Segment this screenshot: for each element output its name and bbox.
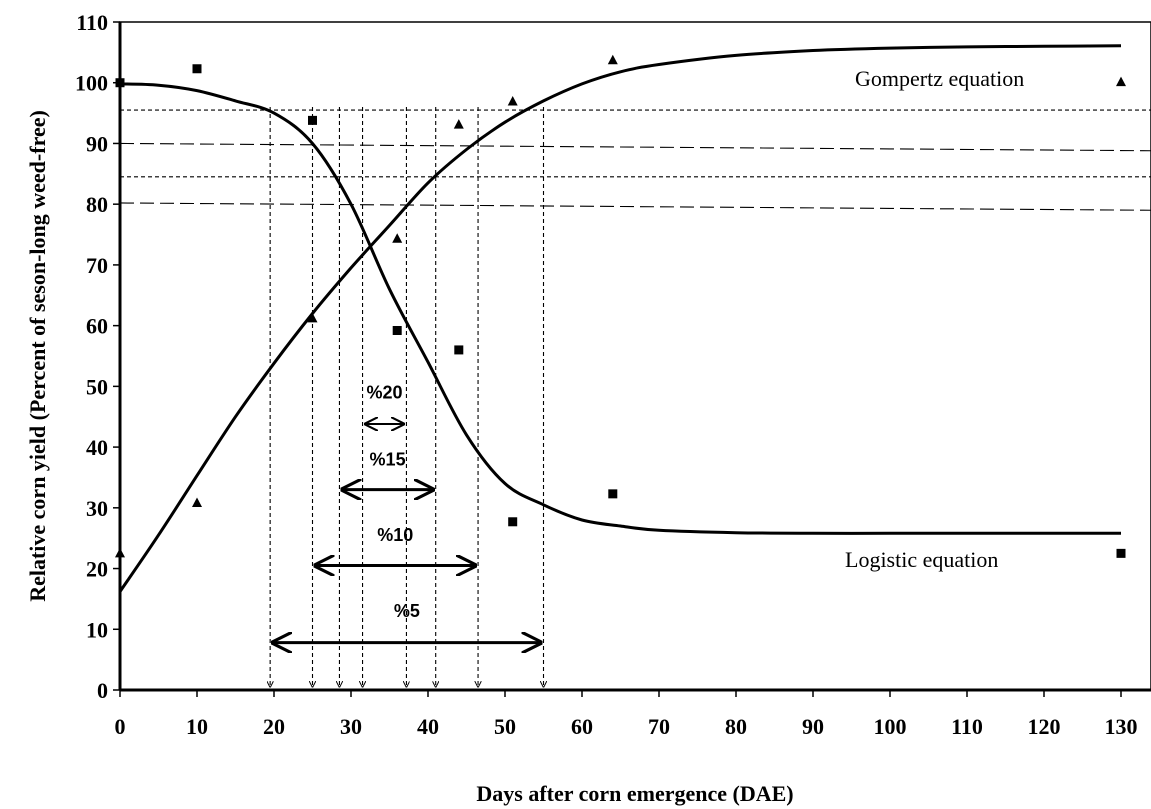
critical-period-label-0: %20 [366,383,402,403]
y-tick-label-10: 100 [75,71,108,96]
gompertz-curve [118,44,1122,593]
gompertz-point-2 [307,312,318,323]
logistic-point-1 [192,64,202,74]
critical-period-label-3: %5 [394,601,420,621]
logistic-curve [119,82,1121,535]
y-tick-label-11: 110 [76,10,108,35]
y-ticks: 0 10 20 30 40 50 60 70 80 90 100 110 [75,10,120,703]
gompertz-point-1 [192,497,202,507]
reference-lines [119,109,1151,211]
logistic-point-6 [608,489,618,499]
gompertz-point-3 [392,233,403,243]
data-points [115,54,1126,558]
logistic-point-4 [454,345,464,355]
y-tick-label-0: 0 [97,678,108,703]
logistic-point-7 [1116,548,1126,558]
x-tick-label-3: 30 [340,714,362,739]
x-tick-label-5: 50 [494,714,516,739]
gompertz-point-6 [607,54,618,65]
y-tick-label-8: 80 [86,192,108,217]
x-tick-label-2: 20 [263,714,285,739]
reference-line-2 [119,142,1151,152]
y-tick-label-2: 20 [86,557,108,582]
y-tick-label-9: 90 [86,131,108,156]
critical-period-label-1: %15 [370,449,406,469]
logistic-series-label: Logistic equation [845,547,998,572]
x-ticks: 0 10 20 30 40 50 60 70 80 90 100 110 120 130 [115,690,1138,739]
gompertz-point-4 [453,119,464,129]
y-tick-label-3: 30 [86,496,108,521]
y-tick-label-5: 50 [86,374,108,399]
critical-period-label-2: %10 [377,525,413,545]
y-tick-label-4: 40 [86,435,108,460]
x-tick-label-10: 100 [874,714,907,739]
logistic-point-3 [392,325,402,335]
gompertz-point-7 [1116,76,1126,87]
x-tick-label-6: 60 [571,714,593,739]
critical-period-annotations: %20 %15 %10 %5 [273,383,540,643]
y-tick-label-6: 60 [86,314,108,339]
y-tick-label-1: 10 [86,617,108,642]
y-axis-title: Relative corn yield (Percent of seson-lo… [25,110,50,602]
y-tick-label-7: 70 [86,253,108,278]
x-tick-label-7: 70 [648,714,670,739]
x-tick-label-12: 120 [1028,714,1061,739]
logistic-point-2 [308,115,317,125]
logistic-point-5 [508,517,518,527]
x-tick-label-8: 80 [725,714,747,739]
fitted-curves [118,44,1122,593]
x-tick-label-4: 40 [417,714,439,739]
reference-line-3 [119,202,1151,211]
x-tick-label-0: 0 [115,714,126,739]
x-axis-title: Days after corn emergence (DAE) [476,781,793,806]
x-tick-label-9: 90 [802,714,824,739]
plot-frame [119,21,1151,691]
x-tick-label-11: 110 [951,714,983,739]
x-tick-label-13: 130 [1105,714,1138,739]
drop-lines [270,107,543,687]
gompertz-series-label: Gompertz equation [855,66,1024,91]
gompertz-point-5 [507,96,518,106]
x-tick-label-1: 10 [186,714,208,739]
